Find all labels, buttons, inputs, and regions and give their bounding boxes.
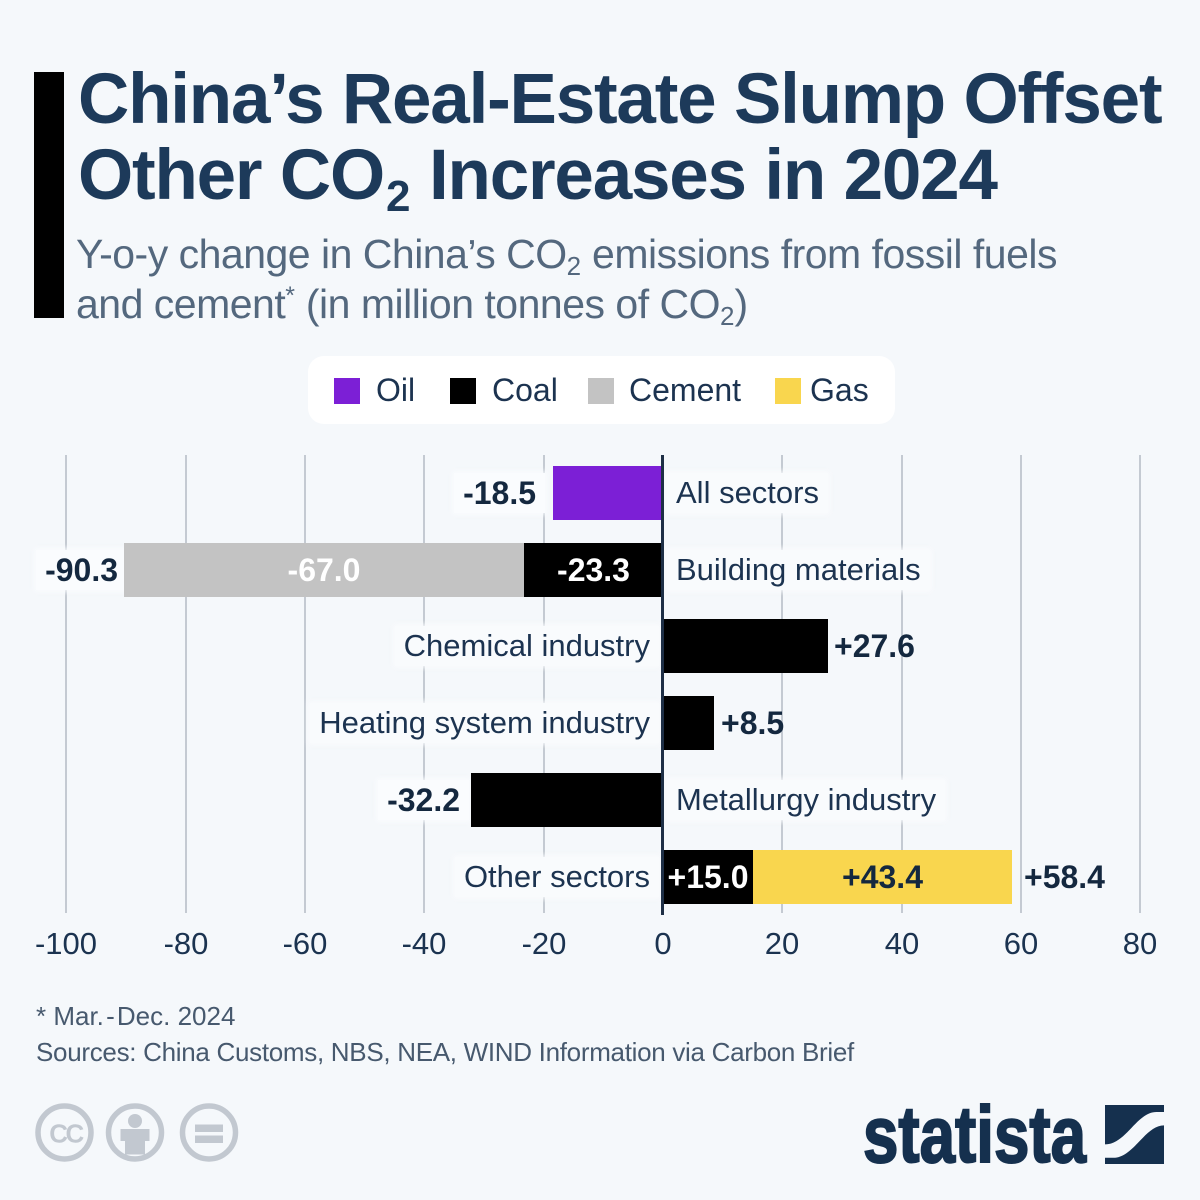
svg-text:statista: statista bbox=[863, 1095, 1086, 1175]
svg-text:CC: CC bbox=[49, 1119, 84, 1149]
